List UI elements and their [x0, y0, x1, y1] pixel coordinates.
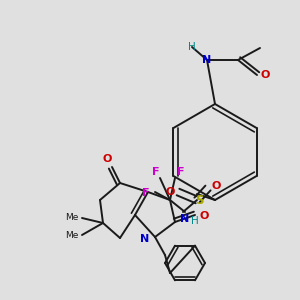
Text: Me: Me: [65, 230, 79, 239]
Text: Me: Me: [65, 214, 79, 223]
Text: N: N: [202, 55, 211, 65]
Text: O: O: [199, 211, 209, 221]
Text: H: H: [188, 42, 196, 52]
Text: F: F: [177, 167, 185, 177]
Text: H: H: [191, 216, 199, 226]
Text: O: O: [211, 181, 221, 191]
Text: S: S: [195, 194, 203, 208]
Text: N: N: [180, 214, 190, 224]
Text: O: O: [260, 70, 270, 80]
Text: O: O: [102, 154, 112, 164]
Text: N: N: [140, 234, 150, 244]
Text: F: F: [152, 167, 160, 177]
Text: O: O: [165, 187, 175, 197]
Text: F: F: [142, 188, 150, 198]
